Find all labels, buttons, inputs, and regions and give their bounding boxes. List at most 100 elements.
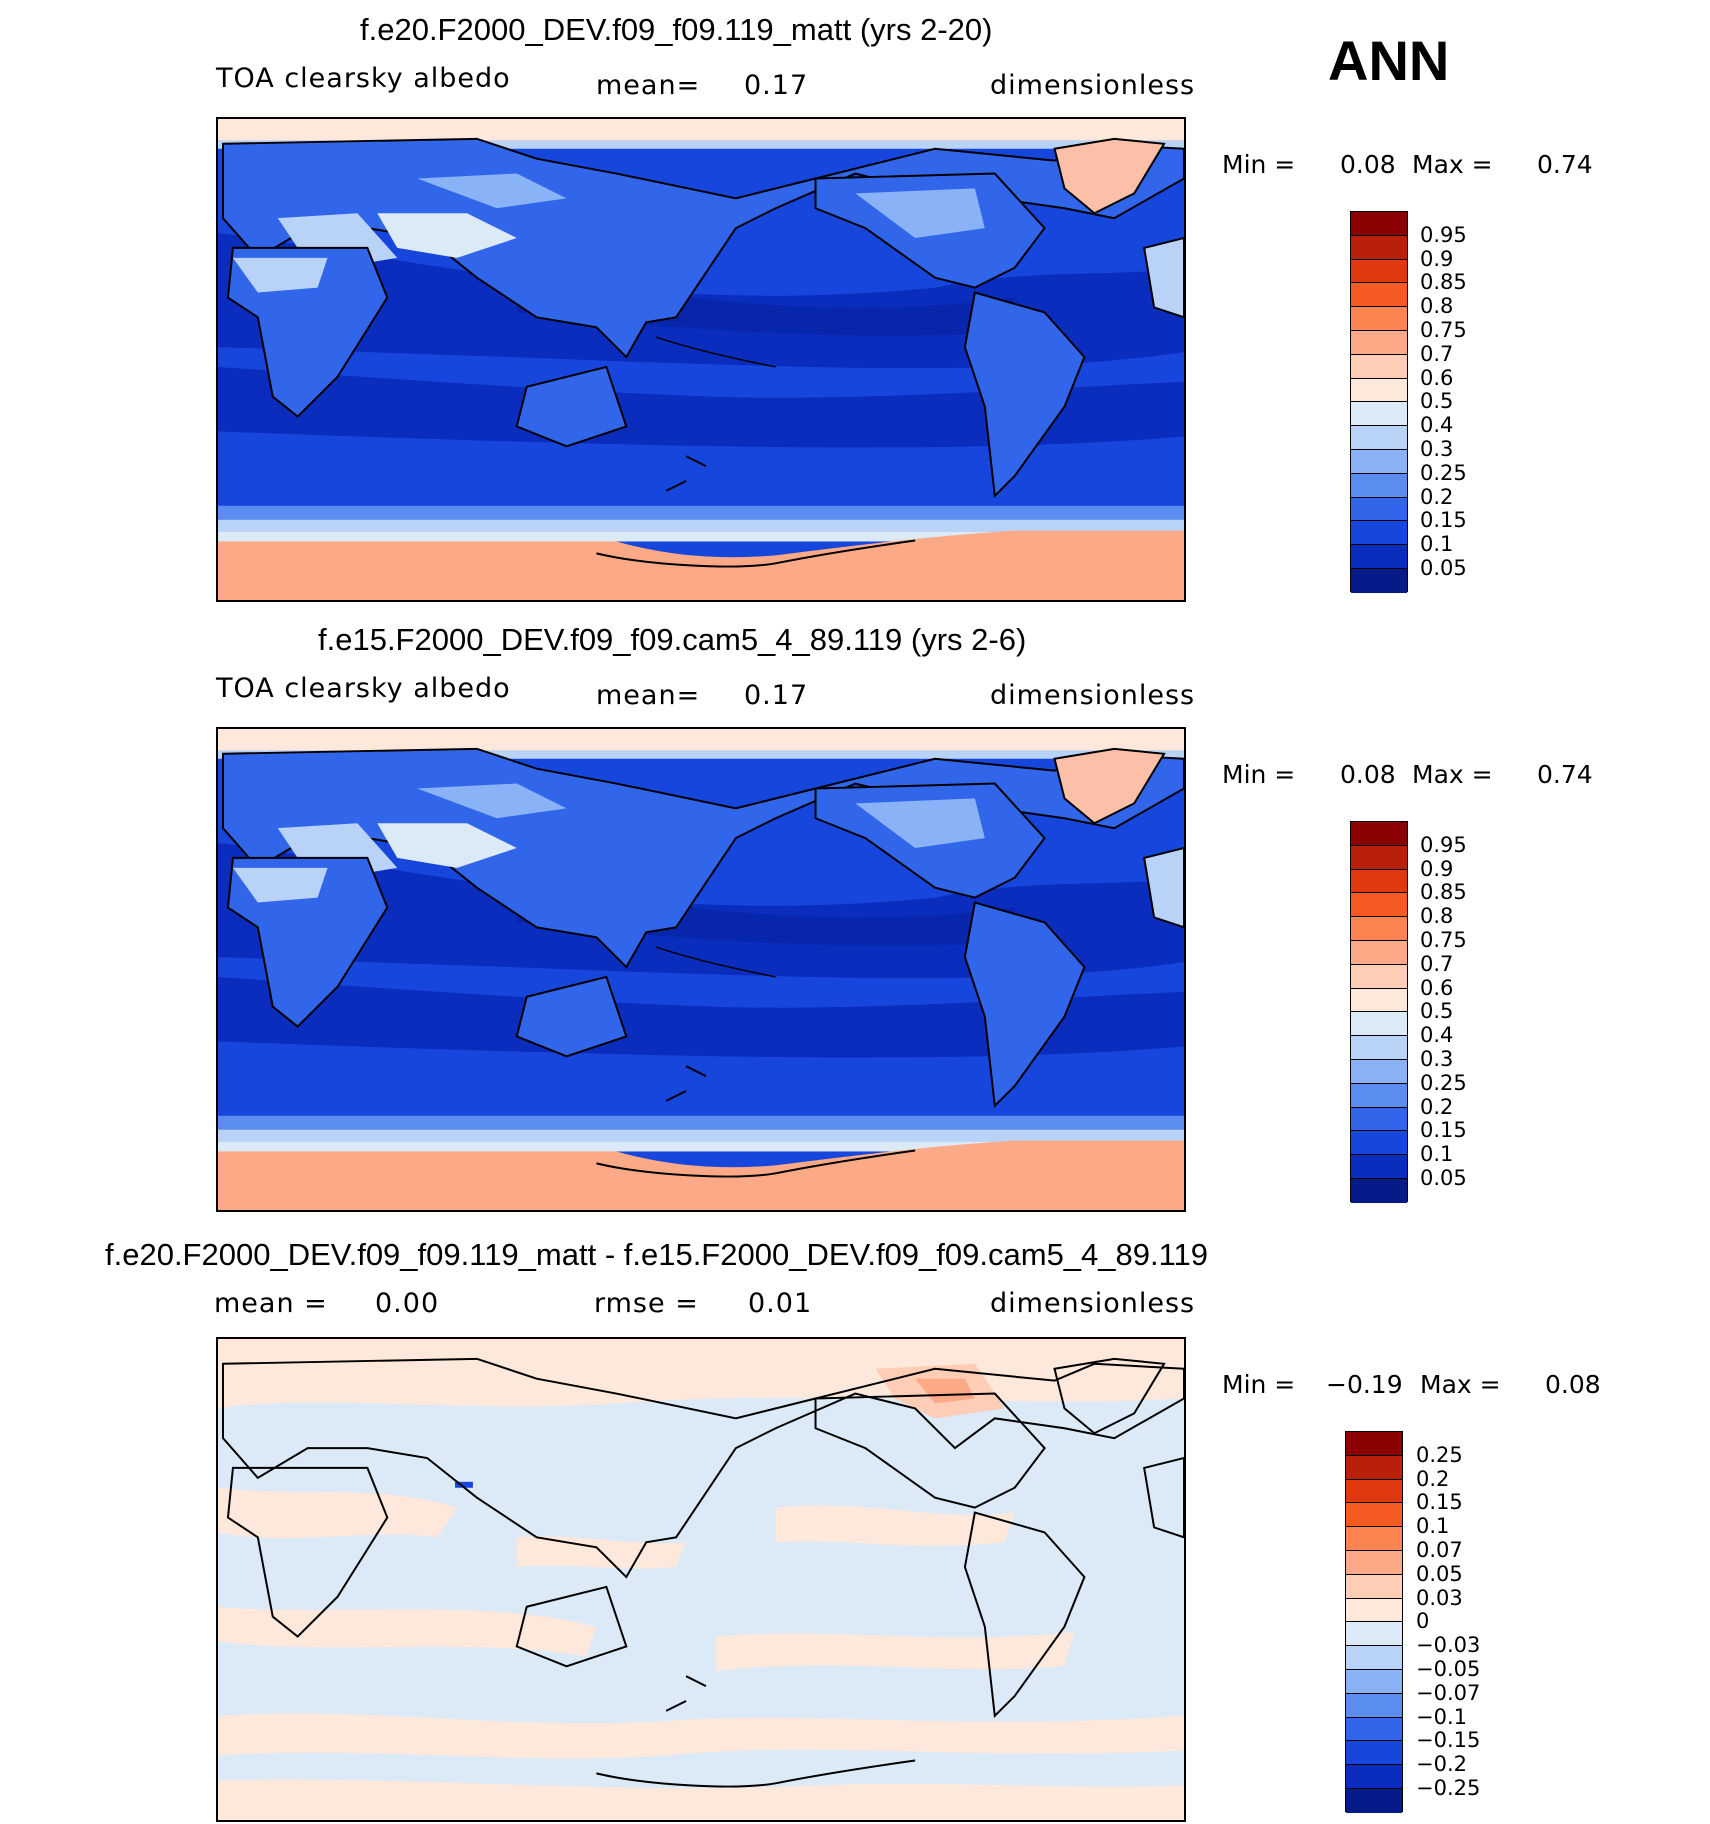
- colorbar-swatch: [1346, 1693, 1402, 1718]
- colorbar-swatch: [1346, 1503, 1402, 1528]
- colorbar-swatch: [1351, 1083, 1407, 1108]
- colorbar-swatch: [1346, 1455, 1402, 1480]
- colorbar-label: 0.95: [1420, 832, 1467, 857]
- colorbar-label: 0.25: [1420, 1070, 1467, 1095]
- colorbar-label: −0.05: [1416, 1657, 1481, 1681]
- panel3-min-label: Min =: [1222, 1370, 1296, 1399]
- colorbar-label: 0.5: [1420, 389, 1454, 414]
- colorbar-label: 0.4: [1420, 413, 1454, 438]
- panel2-max-label: Max =: [1412, 760, 1493, 789]
- panel1-units: dimensionless: [990, 70, 1196, 101]
- colorbar-swatch: [1351, 1107, 1407, 1132]
- panel3-max-value: 0.08: [1545, 1370, 1601, 1399]
- colorbar-label: 0.2: [1420, 1094, 1454, 1119]
- panel1-min-label: Min =: [1222, 150, 1296, 179]
- colorbar-label: 0.05: [1420, 556, 1467, 580]
- panel2-mean-label: mean=: [596, 680, 701, 711]
- colorbar-swatch: [1346, 1527, 1402, 1551]
- panel2-units: dimensionless: [990, 680, 1196, 711]
- colorbar-label: −0.07: [1416, 1680, 1481, 1705]
- colorbar-label: −0.15: [1416, 1728, 1481, 1753]
- colorbar-swatch: [1351, 449, 1407, 474]
- colorbar-swatch: [1351, 402, 1407, 427]
- colorbar-label: 0: [1416, 1609, 1430, 1634]
- colorbar-label: 0.2: [1416, 1466, 1450, 1491]
- colorbar-label: 0.05: [1420, 1166, 1467, 1190]
- colorbar-swatch: [1351, 1012, 1407, 1037]
- colorbar-swatch: [1351, 568, 1407, 593]
- panel2-max-value: 0.74: [1537, 760, 1593, 789]
- colorbar-swatch: [1346, 1622, 1402, 1647]
- panel2-variable: TOA clearsky albedo: [216, 673, 511, 704]
- colorbar-label: −0.1: [1416, 1704, 1467, 1729]
- colorbar-label: 0.05: [1416, 1561, 1463, 1586]
- colorbar-label: −0.25: [1416, 1776, 1481, 1800]
- colorbar-label: 0.25: [1416, 1442, 1463, 1467]
- colorbar-swatch: [1351, 964, 1407, 989]
- colorbar-swatch: [1346, 1598, 1402, 1623]
- colorbar-swatch: [1351, 940, 1407, 965]
- colorbar-label: 0.25: [1420, 460, 1467, 485]
- difference-map: [218, 1339, 1184, 1820]
- colorbar-label: 0.3: [1420, 1047, 1454, 1071]
- colorbar-swatch: [1351, 1155, 1407, 1179]
- colorbar-label: 0.95: [1420, 222, 1467, 247]
- colorbar-label: 0.5: [1420, 999, 1454, 1024]
- colorbar-swatch: [1351, 1178, 1407, 1203]
- colorbar-label: 0.4: [1420, 1023, 1454, 1048]
- panel3-mean-value: 0.00: [375, 1288, 440, 1319]
- panel1-mean-label: mean=: [596, 70, 701, 101]
- colorbar-label: 0.6: [1420, 975, 1454, 1000]
- colorbar-swatch: [1351, 330, 1407, 355]
- colorbar-swatch: [1351, 521, 1407, 546]
- colorbar-swatch: [1346, 1788, 1402, 1813]
- panel1-max-value: 0.74: [1537, 150, 1593, 179]
- colorbar-swatch: [1346, 1574, 1402, 1599]
- panel3-min-value: −0.19: [1326, 1370, 1403, 1399]
- colorbar-swatch: [1351, 354, 1407, 379]
- colorbar-label: 0.07: [1416, 1538, 1463, 1562]
- colorbar-label: 0.2: [1420, 484, 1454, 509]
- panel3-title: f.e20.F2000_DEV.f09_f09.119_matt - f.e15…: [105, 1237, 1209, 1272]
- colorbar-label: −0.2: [1416, 1752, 1467, 1777]
- colorbar-swatch: [1346, 1669, 1402, 1694]
- colorbar-swatch: [1351, 283, 1407, 308]
- panel1-title: f.e20.F2000_DEV.f09_f09.119_matt (yrs 2-…: [360, 12, 993, 47]
- panel3-max-label: Max =: [1420, 1370, 1501, 1399]
- panel2-min-label: Min =: [1222, 760, 1296, 789]
- colorbar-swatch: [1351, 426, 1407, 450]
- colorbar-label: 0.03: [1416, 1585, 1463, 1610]
- albedo-map-2: [218, 729, 1184, 1210]
- colorbar-swatch: [1351, 259, 1407, 284]
- panel1-min-value: 0.08: [1340, 150, 1396, 179]
- colorbar-swatch: [1351, 497, 1407, 522]
- colorbar-swatch: [1351, 473, 1407, 498]
- colorbar-label: 0.85: [1420, 270, 1467, 295]
- colorbar-swatch: [1351, 235, 1407, 260]
- colorbar-swatch: [1351, 378, 1407, 403]
- colorbar-label: 0.7: [1420, 341, 1454, 366]
- colorbar-swatch: [1351, 917, 1407, 941]
- albedo-map-1: [218, 119, 1184, 600]
- colorbar-swatch: [1351, 1059, 1407, 1084]
- panel2-min-value: 0.08: [1340, 760, 1396, 789]
- colorbar-label: 0.9: [1420, 856, 1454, 881]
- colorbar-swatch: [1351, 893, 1407, 918]
- colorbar-swatch: [1351, 988, 1407, 1013]
- panel1-map: [216, 117, 1186, 602]
- colorbar-swatch: [1351, 212, 1407, 236]
- colorbar-label: 0.3: [1420, 437, 1454, 461]
- colorbar-label: 0.7: [1420, 951, 1454, 976]
- panel2-colorbar: [1350, 821, 1408, 1203]
- colorbar-label: 0.15: [1420, 508, 1467, 533]
- colorbar-swatch: [1351, 1036, 1407, 1060]
- colorbar-swatch: [1346, 1765, 1402, 1789]
- colorbar-label: 0.9: [1420, 246, 1454, 271]
- panel3-map: [216, 1337, 1186, 1822]
- colorbar-label: 0.1: [1420, 1142, 1454, 1167]
- colorbar-swatch: [1351, 869, 1407, 894]
- colorbar-swatch: [1346, 1550, 1402, 1575]
- panel2-mean-value: 0.17: [744, 680, 809, 711]
- colorbar-swatch: [1346, 1646, 1402, 1670]
- colorbar-label: 0.75: [1420, 318, 1467, 342]
